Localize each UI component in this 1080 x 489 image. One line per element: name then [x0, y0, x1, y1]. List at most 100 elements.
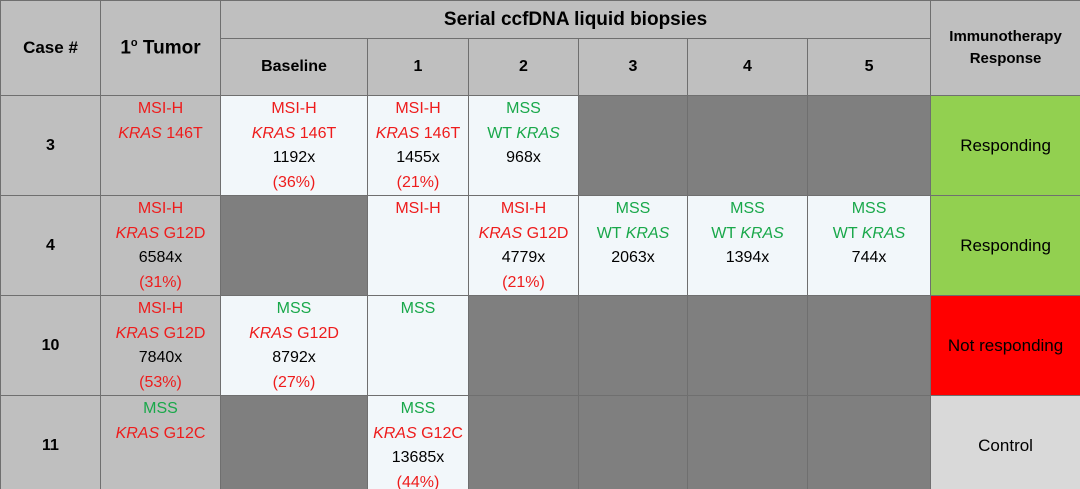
cell-content: MSS WT KRAS 744x — [809, 197, 930, 271]
result-line: WT KRAS — [580, 222, 687, 247]
case-number: 10 — [0, 295, 101, 396]
text-part: 13685x — [391, 449, 445, 466]
result-line: KRAS G12C — [369, 422, 468, 447]
result-line: MSI-H — [102, 197, 220, 222]
result-line: MSS — [580, 197, 687, 222]
empty-cell — [687, 95, 808, 196]
result-line: KRAS 146T — [102, 122, 220, 147]
empty-cell — [578, 95, 688, 196]
text-part: MSI-H — [271, 100, 317, 117]
text-part: 7840x — [138, 349, 183, 366]
result-line: MSS — [102, 397, 220, 422]
text-part: WT — [596, 224, 626, 242]
gene-name: KRAS — [115, 424, 160, 442]
header-row: Baseline 1 2 3 4 5 — [1, 38, 1080, 96]
text-part: 4779x — [501, 249, 546, 266]
empty-cell — [220, 195, 368, 296]
text-part: G12C — [416, 424, 463, 442]
text-part: G12D — [159, 324, 206, 342]
result-line: (27%) — [222, 371, 367, 395]
empty-cell — [468, 395, 579, 489]
result-line: MSI-H — [222, 97, 367, 122]
gene-name: KRAS — [516, 124, 560, 142]
response-cell: Responding — [930, 195, 1080, 296]
text-part: MSS — [730, 200, 765, 217]
gene-name: KRAS — [115, 224, 160, 242]
result-line: 2063x — [580, 246, 687, 271]
result-cell: MSS — [367, 295, 469, 396]
text-part: MSS — [506, 100, 541, 117]
result-line: MSS — [369, 297, 468, 322]
cell-content: MSI-H KRAS 146T 1192x (36%) — [222, 97, 367, 195]
case-number: 3 — [0, 95, 101, 196]
result-line: 6584x — [102, 246, 220, 271]
result-cell: MSI-H KRAS G12D 6584x (31%) — [100, 195, 221, 296]
cell-content: MSI-H KRAS G12D 6584x (31%) — [102, 197, 220, 295]
text-part: Tumor — [137, 37, 201, 59]
result-line: MSS — [222, 297, 367, 322]
result-line: MSI-H — [369, 197, 468, 222]
result-line: (53%) — [102, 371, 220, 395]
cell-content: MSS KRAS G12C — [102, 397, 220, 447]
timepoint-header: 4 — [687, 38, 808, 96]
text-part: 146T — [295, 124, 337, 142]
empty-cell — [806, 95, 932, 196]
result-line: 1192x — [222, 146, 367, 171]
case-number: 4 — [0, 195, 101, 296]
text-part: 146T — [161, 124, 203, 142]
text-part: 1394x — [725, 249, 770, 266]
gene-name: KRAS — [118, 124, 162, 142]
text-part: 146T — [419, 124, 461, 142]
gene-name: KRAS — [375, 124, 420, 142]
tumor-header: 1o Tumor — [100, 0, 221, 96]
result-line: (44%) — [369, 471, 468, 489]
result-line: KRAS G12C — [102, 422, 220, 447]
timepoint-header: 3 — [578, 38, 688, 96]
result-cell: MSS WT KRAS 968x — [468, 95, 579, 196]
result-cell: MSS KRAS G12C — [100, 395, 221, 489]
empty-cell — [578, 395, 688, 489]
result-line: (21%) — [369, 171, 468, 195]
cell-content: MSS KRAS G12C 13685x (44%) — [369, 397, 468, 489]
cell-content: MSS KRAS G12D 8792x (27%) — [222, 297, 367, 395]
text-part: MSI-H — [137, 300, 184, 317]
text-part: MSS — [615, 200, 651, 217]
gene-name: KRAS — [740, 224, 784, 242]
result-line: 968x — [470, 146, 578, 171]
result-line: KRAS 146T — [369, 122, 468, 147]
result-line: 1455x — [369, 146, 468, 171]
result-cell: MSS WT KRAS 2063x — [578, 195, 688, 296]
result-line: MSS — [369, 397, 468, 422]
text-part: 1192x — [272, 149, 316, 166]
case-row: 11 MSS KRAS G12C MSS KRAS G12C 13685x (44%) Con… — [0, 395, 1080, 489]
text-part: MSS — [400, 300, 436, 317]
result-cell: MSS WT KRAS 1394x — [687, 195, 808, 296]
cell-content: MSS WT KRAS 968x — [470, 97, 578, 171]
text-part: WT — [711, 224, 741, 242]
empty-cell — [687, 395, 808, 489]
cell-content: MSS WT KRAS 2063x — [580, 197, 687, 271]
text-part: 6584x — [138, 249, 183, 266]
result-line: 4779x — [470, 246, 578, 271]
timepoint-header: 1 — [367, 38, 469, 96]
response-cell: Control — [930, 395, 1080, 489]
empty-cell — [468, 295, 579, 396]
result-line: 13685x — [369, 446, 468, 471]
result-line: 8792x — [222, 346, 367, 371]
cell-content: MSI-H KRAS G12D 7840x (53%) — [102, 297, 220, 395]
text-part: (44%) — [396, 473, 440, 489]
case-row: 10 MSI-H KRAS G12D 7840x (53%) MSS KRAS G12D 87… — [0, 295, 1080, 396]
text-part: MSS — [400, 400, 436, 417]
text-part: 744x — [851, 249, 887, 266]
result-cell: MSI-H KRAS G12D 4779x (21%) — [468, 195, 579, 296]
result-line: 1394x — [689, 246, 807, 271]
result-line: KRAS G12D — [102, 222, 220, 247]
response-cell: Responding — [930, 95, 1080, 196]
empty-cell — [806, 295, 932, 396]
result-line: (36%) — [222, 171, 367, 195]
text-part: (21%) — [502, 273, 545, 291]
text-part: (31%) — [139, 273, 182, 291]
text-part: 1455x — [396, 149, 440, 166]
